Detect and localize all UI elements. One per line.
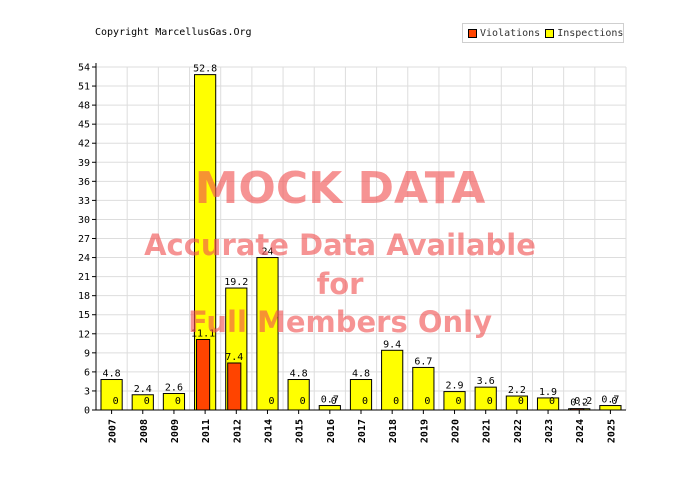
- data-label-inspections-2025: 0.7: [601, 395, 619, 406]
- grid-lines: [95, 66, 627, 411]
- data-label-inspections-2016: 0.7: [321, 395, 339, 406]
- data-label-violations-2024: 0.2: [574, 396, 592, 407]
- y-tick-label: 42: [78, 139, 90, 150]
- x-tick-label-2017: 2017: [357, 419, 368, 443]
- data-label-inspections-2015: 4.8: [290, 369, 308, 380]
- x-tick-label-2016: 2016: [326, 419, 337, 443]
- y-tick-label: 33: [78, 196, 90, 207]
- y-tick-label: 48: [78, 101, 90, 112]
- x-tick-label-2008: 2008: [139, 419, 150, 443]
- data-label-inspections-2008: 2.4: [134, 384, 152, 395]
- data-label-violations-2009: 0: [175, 396, 181, 407]
- copyright-text: Copyright MarcellusGas.Org: [95, 27, 252, 38]
- y-tick-label: 51: [78, 82, 90, 93]
- x-tick-label-2011: 2011: [201, 419, 212, 443]
- data-label-inspections-2019: 6.7: [414, 356, 432, 367]
- data-label-inspections-2017: 4.8: [352, 369, 370, 380]
- x-tick-label-2021: 2021: [482, 419, 493, 443]
- x-tick-label-2015: 2015: [295, 419, 306, 443]
- x-tick-label-2014: 2014: [263, 419, 274, 443]
- data-label-violations-2020: 0: [456, 396, 462, 407]
- legend-label-violations: Violations: [480, 27, 541, 39]
- legend-swatch-inspections: [545, 28, 555, 38]
- x-tick-label-2023: 2023: [544, 419, 555, 443]
- y-tick-label: 6: [84, 367, 90, 378]
- x-tick-label-2024: 2024: [575, 419, 586, 443]
- data-label-violations-2021: 0: [487, 396, 493, 407]
- bar-inspections-2014: [256, 257, 279, 411]
- data-label-inspections-2011: 52.8: [193, 64, 217, 75]
- data-label-violations-2008: 0: [144, 396, 150, 407]
- data-label-violations-2014: 0: [268, 396, 274, 407]
- x-tick-label-2009: 2009: [170, 419, 181, 443]
- data-label-violations-2022: 0: [518, 396, 524, 407]
- data-label-violations-2012: 7.4: [225, 352, 243, 363]
- data-label-violations-2007: 0: [113, 396, 119, 407]
- y-tick-label: 0: [84, 406, 90, 417]
- data-label-inspections-2024: 0.2: [570, 398, 588, 409]
- data-label-inspections-2012: 19.2: [224, 277, 248, 288]
- legend-swatch-violations: [468, 28, 477, 38]
- y-tick-label: 24: [78, 253, 90, 264]
- data-label-violations-2011: 11.1: [191, 328, 215, 339]
- data-label-inspections-2009: 2.6: [165, 382, 183, 393]
- data-label-violations-2019: 0: [424, 396, 430, 407]
- legend-item-violations: Violations: [468, 28, 540, 39]
- y-tick-label: 27: [78, 234, 90, 245]
- x-tick-label-2020: 2020: [451, 419, 462, 443]
- y-tick-label: 18: [78, 291, 90, 302]
- data-label-inspections-2022: 2.2: [508, 385, 526, 396]
- y-tick-label: 36: [78, 177, 90, 188]
- data-label-violations-2018: 0: [393, 396, 399, 407]
- y-tick-label: 15: [78, 310, 90, 321]
- y-tick-label: 21: [78, 272, 90, 283]
- data-label-inspections-2021: 3.6: [477, 376, 495, 387]
- data-label-violations-2016: 0: [331, 396, 337, 407]
- y-tick-label: 39: [78, 158, 90, 169]
- legend: Violations Inspections: [462, 23, 624, 43]
- legend-label-inspections: Inspections: [557, 27, 624, 39]
- bar-violations-2011: [196, 338, 211, 411]
- y-tick-label: 9: [84, 348, 90, 359]
- data-label-inspections-2014: 24: [261, 247, 273, 258]
- bar-violations-2012: [227, 362, 242, 411]
- y-tick-label: 30: [78, 215, 90, 226]
- x-tick-label-2012: 2012: [232, 419, 243, 443]
- data-label-violations-2017: 0: [362, 396, 368, 407]
- legend-item-inspections: Inspections: [545, 28, 623, 39]
- y-tick-label: 45: [78, 120, 90, 131]
- x-tick-label-2018: 2018: [388, 419, 399, 443]
- data-label-inspections-2020: 2.9: [445, 381, 463, 392]
- data-label-inspections-2023: 1.9: [539, 387, 557, 398]
- x-axis: 2007 2008 2009 2011 2012 2014 2015 2016 2017 2018…: [96, 409, 626, 443]
- x-tick-label-2022: 2022: [513, 419, 524, 443]
- x-tick-label-2007: 2007: [108, 419, 119, 443]
- x-tick-label-2019: 2019: [419, 419, 430, 443]
- data-label-inspections-2018: 9.4: [383, 339, 401, 350]
- y-tick-label: 12: [78, 329, 90, 340]
- x-tick-label-2025: 2025: [606, 419, 617, 443]
- y-tick-label: 54: [78, 63, 90, 74]
- y-tick-label: 3: [84, 386, 90, 397]
- data-label-violations-2025: 0: [611, 396, 617, 407]
- data-label-violations-2023: 0: [549, 396, 555, 407]
- data-label-violations-2015: 0: [300, 396, 306, 407]
- data-label-inspections-2007: 4.8: [103, 369, 121, 380]
